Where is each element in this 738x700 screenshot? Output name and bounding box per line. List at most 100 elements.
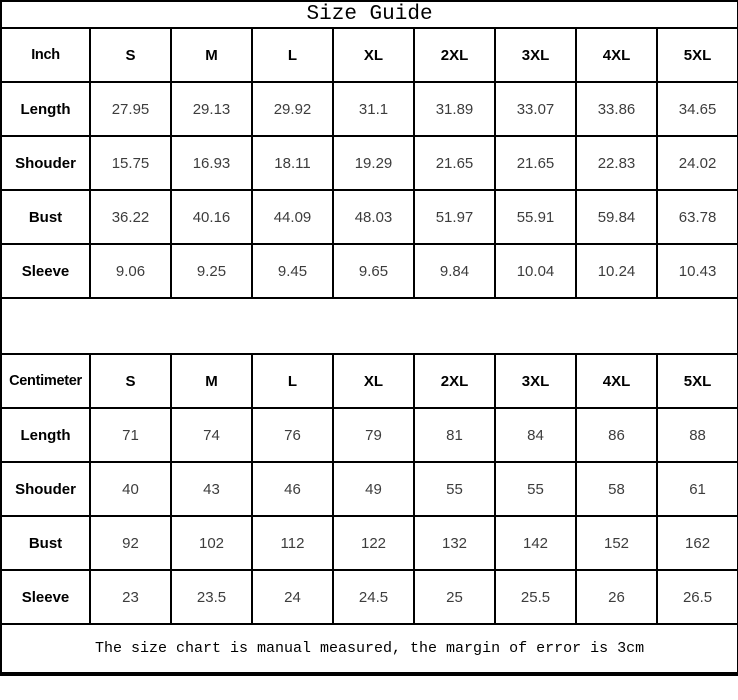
size-value-cell: 15.75	[89, 135, 172, 191]
size-value-cell: 24.02	[655, 135, 738, 191]
size-value-cell: 92	[89, 515, 172, 571]
size-value-cell: 31.1	[332, 81, 415, 137]
size-value-cell: 88	[655, 407, 738, 463]
size-guide-table: Size Guide Inch S M L XL 2XL 3XL 4XL 5XL Length 27…	[0, 0, 738, 676]
size-value-cell: 29.13	[170, 81, 253, 137]
size-value-cell: 9.45	[251, 243, 334, 299]
size-value-cell: 46	[251, 461, 334, 517]
size-header-row: Inch S M L XL 2XL 3XL 4XL 5XL	[0, 27, 738, 83]
size-value-cell: 9.84	[413, 243, 496, 299]
size-value-cell: 9.06	[89, 243, 172, 299]
size-value-cell: 18.11	[251, 135, 334, 191]
size-header-cell: L	[251, 353, 334, 409]
measurement-row: Shouder 40 43 46 49 55 55 58 61	[0, 461, 738, 517]
size-value-cell: 84	[494, 407, 577, 463]
size-value-cell: 76	[251, 407, 334, 463]
measure-label-cell: Length	[0, 407, 91, 463]
measurement-row: Sleeve 9.06 9.25 9.45 9.65 9.84 10.04 10.24 10.4…	[0, 243, 738, 299]
size-header-cell: M	[170, 353, 253, 409]
size-value-cell: 9.25	[170, 243, 253, 299]
page-title: Size Guide	[0, 0, 738, 29]
size-value-cell: 142	[494, 515, 577, 571]
size-value-cell: 132	[413, 515, 496, 571]
spacer-cell	[0, 297, 738, 355]
size-value-cell: 27.95	[89, 81, 172, 137]
size-value-cell: 71	[89, 407, 172, 463]
size-value-cell: 152	[575, 515, 658, 571]
size-value-cell: 16.93	[170, 135, 253, 191]
size-header-cell: 2XL	[413, 27, 496, 83]
size-value-cell: 10.24	[575, 243, 658, 299]
size-value-cell: 40.16	[170, 189, 253, 245]
spacer-section	[0, 297, 738, 355]
size-value-cell: 36.22	[89, 189, 172, 245]
size-value-cell: 43	[170, 461, 253, 517]
footer-row: The size chart is manual measured, the m…	[0, 623, 738, 675]
size-value-cell: 26.5	[655, 569, 738, 625]
size-value-cell: 63.78	[655, 189, 738, 245]
size-value-cell: 19.29	[332, 135, 415, 191]
size-header-cell: 5XL	[655, 27, 738, 83]
size-value-cell: 21.65	[494, 135, 577, 191]
size-value-cell: 33.86	[575, 81, 658, 137]
inch-table-body: Inch S M L XL 2XL 3XL 4XL 5XL Length 27.95 29.13 29.…	[0, 27, 738, 299]
size-value-cell: 55	[494, 461, 577, 517]
size-value-cell: 25.5	[494, 569, 577, 625]
measurement-row: Length 71 74 76 79 81 84 86 88	[0, 407, 738, 463]
size-header-cell: S	[89, 353, 172, 409]
size-value-cell: 162	[655, 515, 738, 571]
size-header-cell: 3XL	[494, 27, 577, 83]
measure-label-cell: Length	[0, 81, 91, 137]
unit-header-cell: Inch	[0, 27, 91, 83]
size-value-cell: 55.91	[494, 189, 577, 245]
size-header-cell: XL	[332, 353, 415, 409]
measurement-row: Bust 36.22 40.16 44.09 48.03 51.97 55.91 59.84 6…	[0, 189, 738, 245]
measure-label-cell: Sleeve	[0, 569, 91, 625]
title-row: Size Guide	[0, 0, 738, 29]
size-value-cell: 25	[413, 569, 496, 625]
size-value-cell: 10.43	[655, 243, 738, 299]
measurement-row: Shouder 15.75 16.93 18.11 19.29 21.65 21.65 22.…	[0, 135, 738, 191]
size-value-cell: 48.03	[332, 189, 415, 245]
size-value-cell: 21.65	[413, 135, 496, 191]
measure-label-cell: Shouder	[0, 461, 91, 517]
centimeter-table-body: Centimeter S M L XL 2XL 3XL 4XL 5XL Length 71 74 76 7…	[0, 353, 738, 625]
size-value-cell: 61	[655, 461, 738, 517]
size-header-cell: 4XL	[575, 353, 658, 409]
title-section: Size Guide	[0, 0, 738, 29]
size-value-cell: 59.84	[575, 189, 658, 245]
size-value-cell: 22.83	[575, 135, 658, 191]
size-header-cell: 5XL	[655, 353, 738, 409]
size-header-cell: 2XL	[413, 353, 496, 409]
measure-label-cell: Bust	[0, 189, 91, 245]
footer-section: The size chart is manual measured, the m…	[0, 623, 738, 675]
measure-label-cell: Shouder	[0, 135, 91, 191]
size-header-cell: M	[170, 27, 253, 83]
size-value-cell: 55	[413, 461, 496, 517]
size-value-cell: 9.65	[332, 243, 415, 299]
size-header-cell: 3XL	[494, 353, 577, 409]
size-value-cell: 24	[251, 569, 334, 625]
size-value-cell: 49	[332, 461, 415, 517]
size-header-cell: L	[251, 27, 334, 83]
size-value-cell: 33.07	[494, 81, 577, 137]
size-value-cell: 79	[332, 407, 415, 463]
size-header-cell: XL	[332, 27, 415, 83]
size-header-cell: S	[89, 27, 172, 83]
size-value-cell: 10.04	[494, 243, 577, 299]
size-value-cell: 26	[575, 569, 658, 625]
size-value-cell: 112	[251, 515, 334, 571]
measure-label-cell: Bust	[0, 515, 91, 571]
size-value-cell: 23.5	[170, 569, 253, 625]
footer-note: The size chart is manual measured, the m…	[0, 623, 738, 675]
size-value-cell: 34.65	[655, 81, 738, 137]
size-value-cell: 24.5	[332, 569, 415, 625]
size-value-cell: 44.09	[251, 189, 334, 245]
measure-label-cell: Sleeve	[0, 243, 91, 299]
measurement-row: Bust 92 102 112 122 132 142 152 162	[0, 515, 738, 571]
size-value-cell: 51.97	[413, 189, 496, 245]
size-value-cell: 74	[170, 407, 253, 463]
size-value-cell: 86	[575, 407, 658, 463]
size-header-cell: 4XL	[575, 27, 658, 83]
size-value-cell: 29.92	[251, 81, 334, 137]
